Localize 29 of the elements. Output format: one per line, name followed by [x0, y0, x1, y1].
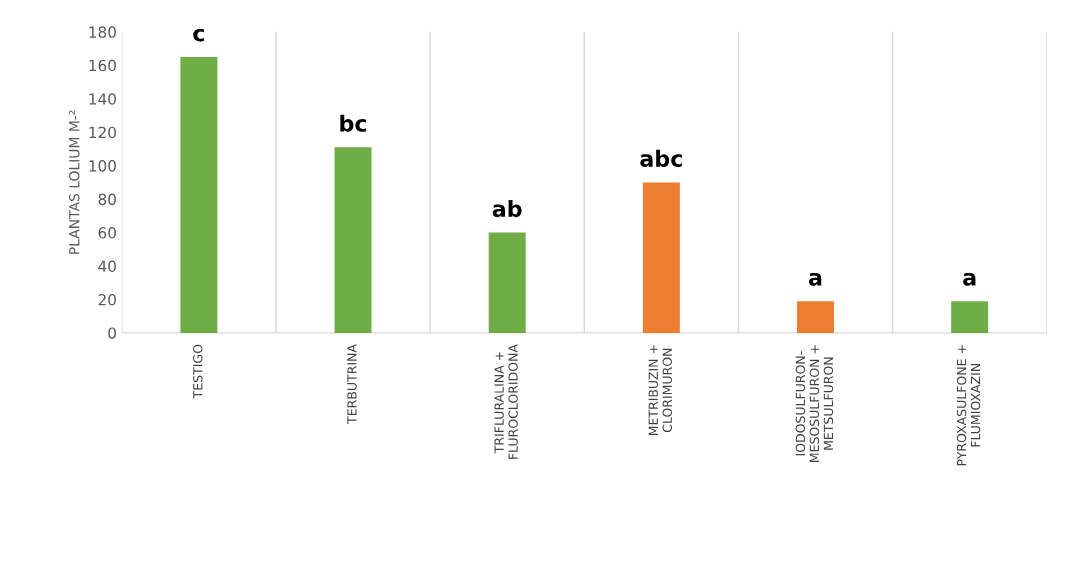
bar — [797, 301, 835, 333]
y-tick-label: 120 — [89, 126, 116, 139]
y-tick-label: 140 — [89, 93, 116, 105]
annotation: a — [808, 272, 822, 286]
x-tick-label: PYROXASULFONE + FLUMIOXAZIN — [956, 345, 981, 466]
annotation: c — [193, 28, 204, 42]
y-tick-label: 160 — [89, 59, 116, 72]
annotation: a — [963, 272, 976, 286]
x-tick-label: IODOSULFURON- MESOSULFURON + METSULFURON — [795, 345, 834, 462]
bar — [488, 232, 526, 333]
annotation: ab — [492, 199, 522, 218]
y-tick-label: 60 — [98, 227, 116, 239]
x-tick-label: TRIFLURALINA + FLUROCLORIDONA — [494, 344, 518, 459]
y-axis-title: PLANTAS LOLIUM M-² — [69, 110, 80, 254]
bar — [642, 182, 680, 333]
y-tick-label: 40 — [98, 260, 116, 273]
x-tick-label: METRIBUZIN + CLORIMURON — [648, 345, 672, 436]
y-tick-label: 0 — [108, 327, 116, 339]
bar — [180, 56, 218, 333]
bar — [951, 301, 989, 333]
y-tick-label: 180 — [89, 26, 116, 38]
x-tick-label: TESTIGO — [193, 344, 203, 399]
annotation: abc — [640, 149, 682, 167]
y-tick-label: 20 — [98, 293, 116, 306]
y-tick-label: 80 — [98, 193, 116, 206]
bar — [334, 147, 372, 333]
x-tick-label: TERBUTRINA — [347, 344, 357, 424]
annotation: bc — [340, 114, 367, 132]
y-tick-label: 100 — [89, 160, 116, 172]
